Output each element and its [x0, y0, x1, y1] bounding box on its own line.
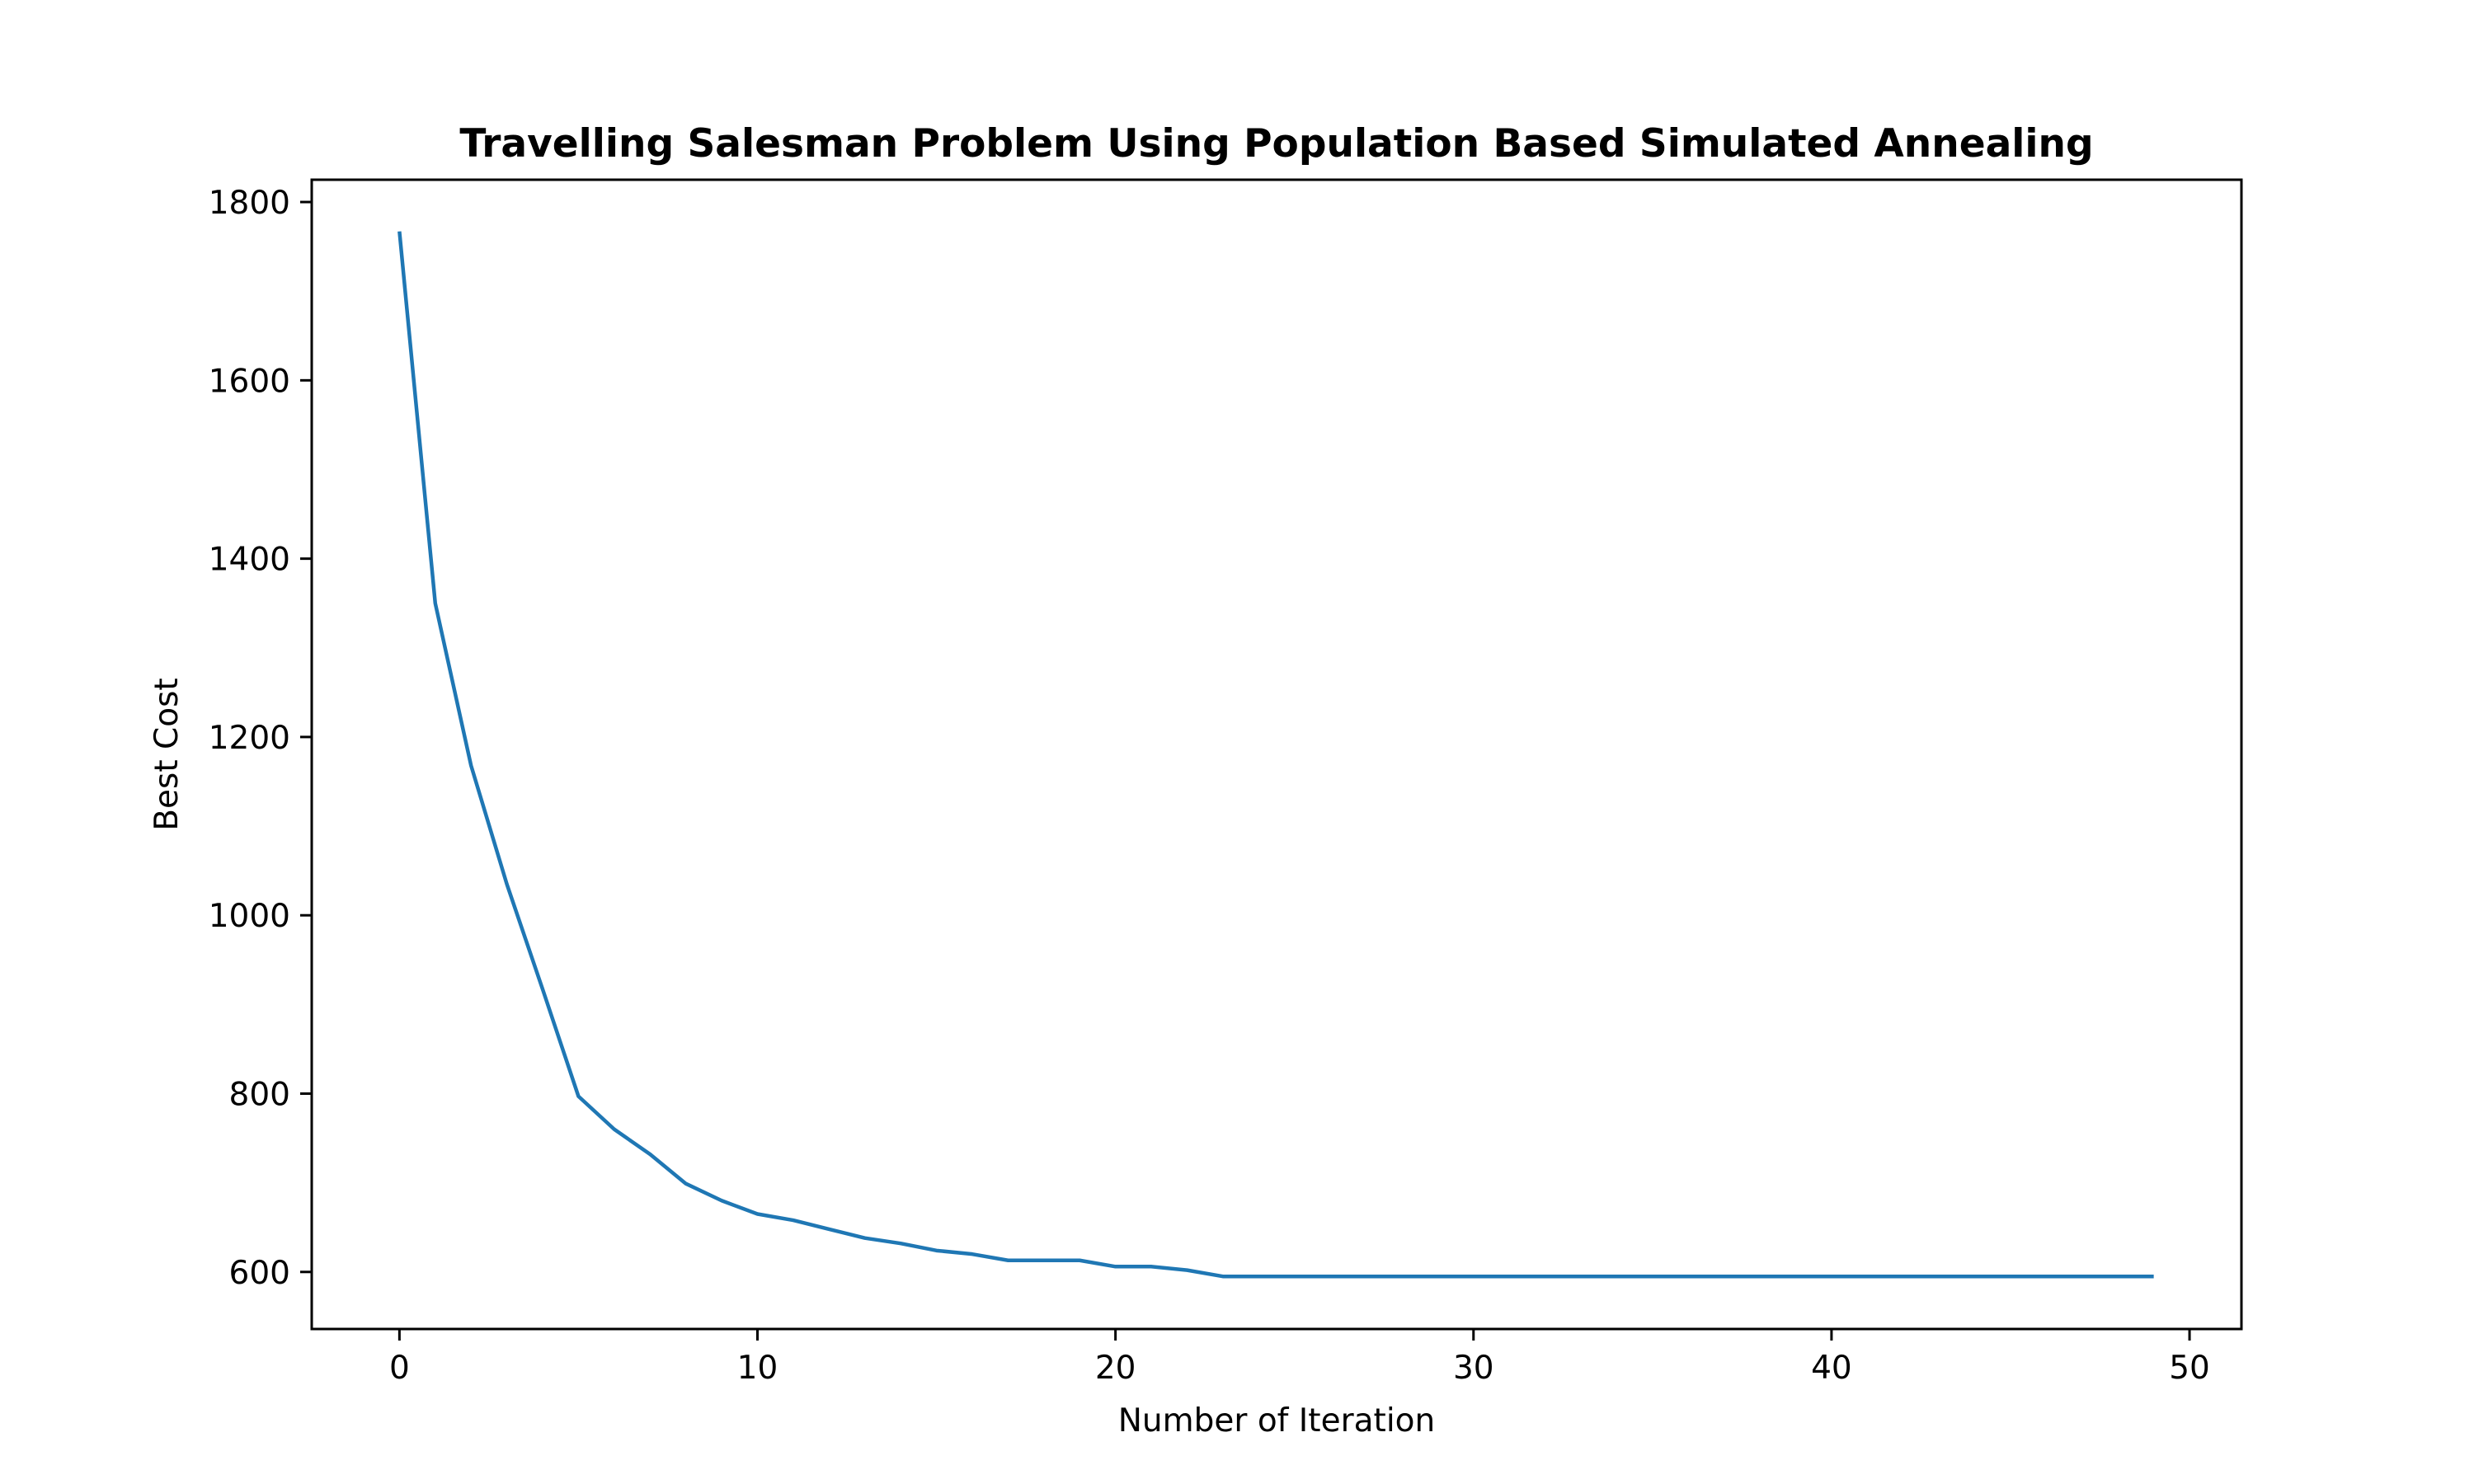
x-tick-label: 40 [1811, 1350, 1852, 1387]
y-tick-label: 1400 [209, 542, 290, 579]
y-tick-label: 1800 [209, 185, 290, 222]
x-axis-label: Number of Iteration [1118, 1402, 1435, 1439]
x-tick-label: 50 [2169, 1350, 2210, 1387]
x-tick-label: 20 [1095, 1350, 1136, 1387]
plot-area-frame [310, 178, 2243, 1331]
x-tick-label: 0 [389, 1350, 410, 1387]
y-axis-ticks: 600 800 1000 1200 1400 1600 1800 [209, 185, 312, 1292]
x-axis-ticks: 0 10 20 30 40 50 [389, 1329, 2210, 1387]
y-tick-label: 1600 [209, 363, 290, 400]
y-tick-label: 1000 [209, 898, 290, 935]
chart-title: Travelling Salesman Problem Using Popula… [459, 121, 2093, 167]
x-tick-label: 30 [1453, 1350, 1494, 1387]
series-line [397, 231, 2154, 1279]
y-axis-label: Best Cost [148, 678, 186, 830]
x-tick-label: 10 [737, 1350, 778, 1387]
y-tick-label: 800 [229, 1076, 290, 1113]
y-tick-label: 1200 [209, 720, 290, 757]
y-tick-label: 600 [229, 1255, 290, 1292]
